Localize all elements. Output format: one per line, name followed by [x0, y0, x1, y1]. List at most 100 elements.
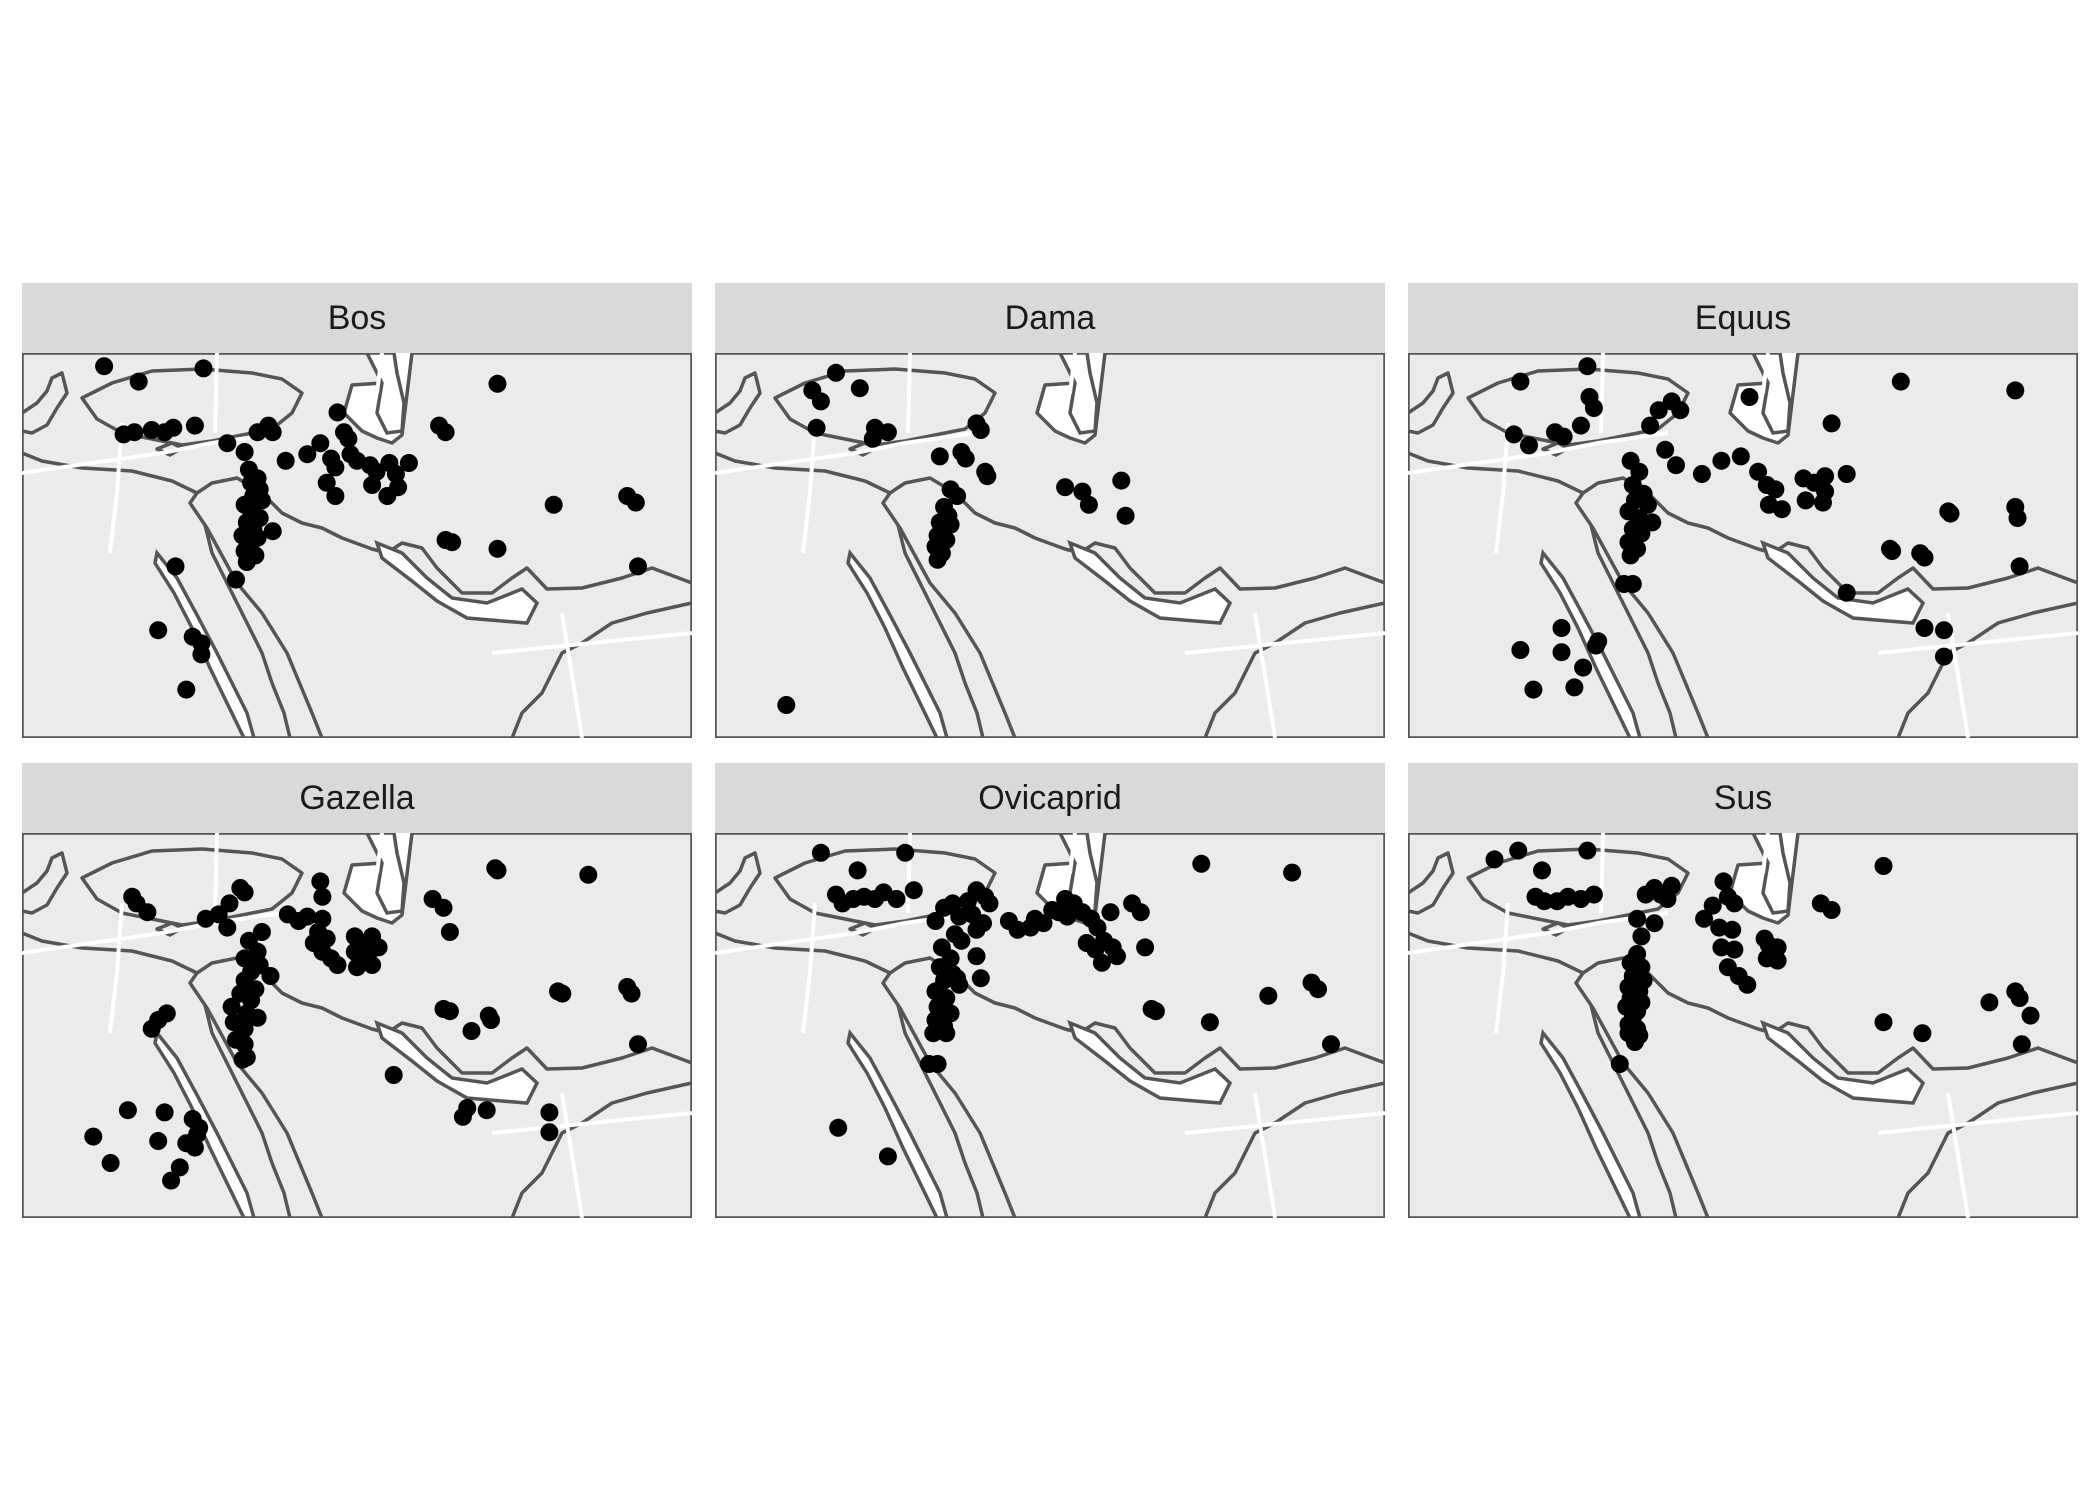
- graticule-line: [375, 353, 384, 394]
- site-point: [1772, 500, 1791, 519]
- site-point: [142, 1019, 161, 1038]
- site-point: [1638, 495, 1657, 514]
- site-point: [777, 696, 796, 714]
- site-point: [384, 1066, 403, 1084]
- site-point: [1628, 909, 1647, 928]
- graticule-line: [1408, 431, 1669, 475]
- site-point: [138, 903, 157, 922]
- site-point: [488, 539, 507, 558]
- site-point: [436, 423, 455, 442]
- site-point: [1552, 643, 1571, 662]
- site-point: [313, 887, 332, 906]
- site-point: [1524, 680, 1543, 699]
- site-point: [462, 1022, 481, 1040]
- arabia-shape: [188, 956, 692, 1218]
- site-point: [956, 449, 975, 468]
- facet-strip-label: Bos: [327, 298, 387, 337]
- facet-panel-equus: Equus: [1408, 283, 2078, 751]
- site-point: [1146, 1002, 1165, 1021]
- site-point: [878, 1147, 897, 1166]
- site-point: [1623, 575, 1642, 593]
- site-point: [1703, 896, 1722, 915]
- site-point: [1535, 892, 1554, 911]
- arabia-shape: [188, 476, 692, 738]
- site-point: [2008, 509, 2027, 527]
- map-canvas: [1408, 353, 2078, 738]
- site-point: [540, 1103, 559, 1122]
- site-point: [1671, 401, 1690, 420]
- site-point: [1723, 920, 1742, 939]
- site-point: [2012, 1035, 2031, 1054]
- site-point: [629, 557, 647, 576]
- site-point: [149, 1132, 168, 1150]
- facet-strip: Gazella: [22, 763, 692, 833]
- site-point: [1589, 632, 1608, 651]
- facet-panel-bos: Bos: [22, 283, 692, 751]
- site-point: [887, 890, 906, 908]
- site-point: [1658, 890, 1677, 908]
- site-point: [863, 429, 882, 448]
- site-point: [1768, 951, 1787, 970]
- graticule-line: [1184, 1111, 1385, 1135]
- caspian-sea-shape: [1058, 353, 1099, 435]
- facet-map: [22, 833, 692, 1218]
- site-point: [443, 533, 462, 552]
- site-point: [1485, 850, 1504, 869]
- graticule-line: [1761, 353, 1770, 394]
- graticule-line: [1761, 833, 1770, 874]
- site-point: [1935, 621, 1953, 640]
- site-point: [1725, 940, 1744, 959]
- map-canvas: [22, 353, 692, 738]
- graticule-line: [491, 631, 692, 655]
- site-point: [829, 1118, 848, 1137]
- site-point: [328, 403, 347, 422]
- persian-gulf-shape: [1067, 539, 1233, 625]
- caspian-sea-shape: [365, 833, 406, 915]
- site-point: [311, 872, 330, 891]
- site-point: [326, 458, 345, 477]
- graticule-line: [801, 902, 817, 1034]
- site-point: [227, 570, 245, 589]
- site-point: [1504, 425, 1523, 444]
- site-point: [1322, 1035, 1340, 1054]
- site-point: [1584, 885, 1603, 904]
- facet-strip: Ovicaprid: [715, 763, 1385, 833]
- site-point: [1814, 493, 1832, 512]
- site-point: [1632, 927, 1651, 946]
- site-point: [129, 372, 148, 391]
- balkan-tip-shape: [715, 371, 762, 435]
- site-point: [1578, 841, 1597, 860]
- site-point: [1079, 495, 1098, 514]
- site-point: [926, 912, 945, 930]
- site-point: [941, 515, 960, 534]
- site-point: [1874, 857, 1893, 875]
- site-point: [363, 956, 382, 974]
- arabia-shape: [1574, 476, 2078, 738]
- site-point: [1712, 451, 1731, 470]
- site-point: [1837, 465, 1856, 483]
- site-point: [1837, 583, 1856, 602]
- graticule-line: [1877, 631, 2078, 655]
- facet-map: [1408, 353, 2078, 738]
- site-point: [948, 969, 967, 988]
- site-point: [937, 1024, 956, 1043]
- graticule-line: [1599, 353, 1605, 434]
- site-point: [164, 418, 183, 437]
- site-point: [235, 443, 254, 461]
- site-point: [2006, 381, 2025, 400]
- site-point: [488, 861, 507, 880]
- site-point: [218, 918, 237, 937]
- site-point: [1511, 372, 1530, 391]
- site-point: [1192, 854, 1211, 873]
- graticule-line: [213, 353, 219, 434]
- site-point: [298, 445, 317, 464]
- site-point: [1725, 894, 1744, 913]
- site-point: [952, 931, 971, 950]
- site-point: [1200, 1013, 1219, 1032]
- site-point: [544, 495, 563, 514]
- site-point: [1259, 986, 1278, 1005]
- site-point: [1112, 471, 1131, 490]
- site-point: [252, 923, 271, 941]
- caspian-sea-shape: [1751, 833, 1792, 915]
- site-point: [878, 423, 897, 442]
